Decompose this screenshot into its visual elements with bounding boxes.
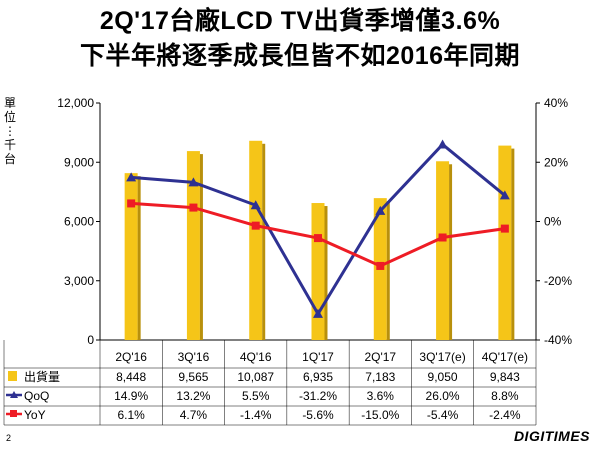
title-line-2: 下半年將逐季成長但皆不如2016年同期 xyxy=(79,42,521,70)
data-label: -15.0% xyxy=(361,408,399,422)
x-tick-label: 4Q'17(e) xyxy=(482,350,528,364)
data-label: -2.4% xyxy=(489,408,521,422)
qoq-point xyxy=(126,172,137,182)
bar-shade xyxy=(511,148,515,340)
x-tick-label: 2Q'17 xyxy=(364,350,396,364)
unit-label: 單位 ⋮ 千台 xyxy=(3,96,16,166)
qoq-point xyxy=(250,200,261,210)
x-tick-label: 2Q'16 xyxy=(115,350,147,364)
data-label: -1.4% xyxy=(240,408,272,422)
legend-key-qoq-marker xyxy=(10,391,18,398)
brand-logo: DIGITIMES xyxy=(513,428,590,444)
data-label: 9,565 xyxy=(178,370,208,384)
yoy-point xyxy=(251,221,260,230)
bar-shade xyxy=(449,164,453,340)
data-label: -31.2% xyxy=(299,389,337,403)
bar-shade xyxy=(324,206,328,340)
qoq-point xyxy=(499,190,510,200)
qoq-point xyxy=(188,177,199,187)
x-tick-label: 3Q'16 xyxy=(178,350,210,364)
yoy-point xyxy=(314,234,322,243)
data-label: 5.5% xyxy=(242,389,270,403)
data-label: 6,935 xyxy=(303,370,333,384)
legend-key-yoy-marker xyxy=(10,410,17,417)
qoq-point xyxy=(313,308,323,318)
data-label: 26.0% xyxy=(426,389,460,403)
data-label: 8.8% xyxy=(491,389,519,403)
bar xyxy=(186,151,200,340)
data-label: 9,050 xyxy=(428,370,458,384)
y-tick-label-right: 40% xyxy=(544,96,568,110)
y-tick-label-left: 12,000 xyxy=(57,96,94,110)
legend-label: 出貨量 xyxy=(24,369,60,384)
legend-label: QoQ xyxy=(24,389,49,403)
data-label: 10,087 xyxy=(237,370,274,384)
bar xyxy=(436,161,450,340)
yoy-point xyxy=(376,261,385,270)
bar-shade xyxy=(386,201,390,340)
page-number: 2 xyxy=(6,433,12,443)
bar-shade xyxy=(262,143,266,340)
yoy-point xyxy=(189,203,198,212)
bar xyxy=(124,173,138,340)
data-label: 6.1% xyxy=(117,408,145,422)
legend-label: YoY xyxy=(24,408,46,422)
data-label: 3.6% xyxy=(367,389,395,403)
y-tick-label-right: -40% xyxy=(544,333,572,347)
bar-shade xyxy=(137,176,141,340)
yoy-point xyxy=(127,199,136,208)
y-tick-label-right: -20% xyxy=(544,274,572,288)
y-tick-label-left: 6,000 xyxy=(64,215,94,229)
data-label: 13.2% xyxy=(176,389,210,403)
bar xyxy=(249,140,263,340)
qoq-point xyxy=(375,205,386,215)
legend-key-bars xyxy=(8,371,17,381)
data-label: -5.6% xyxy=(302,408,334,422)
x-tick-label: 4Q'16 xyxy=(240,350,272,364)
bar-shade xyxy=(199,154,203,340)
data-label: 9,843 xyxy=(490,370,520,384)
data-label: 4.7% xyxy=(180,408,208,422)
yoy-point xyxy=(500,224,509,233)
yoy-point xyxy=(438,233,447,242)
data-label: 14.9% xyxy=(114,389,148,403)
x-tick-label: 3Q'17(e) xyxy=(419,350,465,364)
data-label: -5.4% xyxy=(427,408,459,422)
data-label: 8,448 xyxy=(116,370,146,384)
y-tick-label-left: 0 xyxy=(87,333,94,347)
bar xyxy=(498,145,512,340)
data-label: 7,183 xyxy=(365,370,395,384)
y-tick-label-left: 3,000 xyxy=(64,274,94,288)
x-tick-label: 1Q'17 xyxy=(302,350,334,364)
qoq-point xyxy=(437,139,448,149)
y-tick-label-right: 0% xyxy=(544,215,562,229)
bar xyxy=(311,203,325,340)
y-tick-label-right: 20% xyxy=(544,155,568,169)
title-line-1: 2Q'17台廠LCD TV出貨季增僅3.6% xyxy=(99,7,501,35)
y-tick-label-left: 9,000 xyxy=(64,155,94,169)
